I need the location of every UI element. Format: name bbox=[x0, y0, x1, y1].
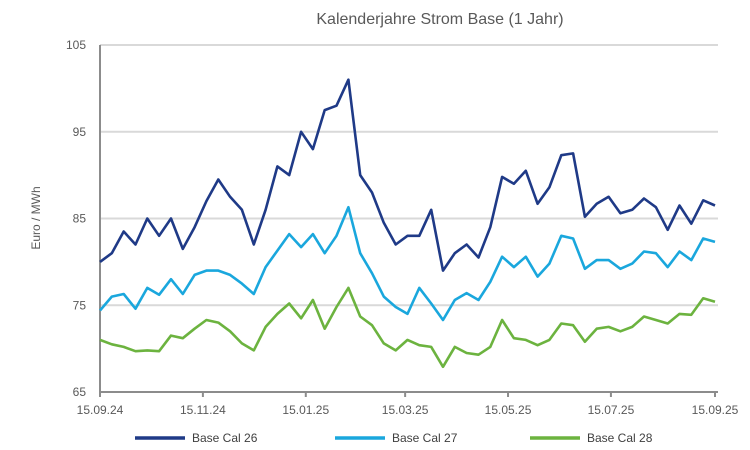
x-tick-label: 15.07.25 bbox=[588, 403, 635, 417]
y-tick-label: 85 bbox=[73, 212, 87, 226]
y-tick-label: 65 bbox=[73, 385, 87, 399]
y-axis-label: Euro / MWh bbox=[29, 186, 43, 249]
series-line-base-cal-26 bbox=[99, 78, 716, 272]
legend-label: Base Cal 28 bbox=[587, 431, 653, 445]
x-tick-label: 15.03.25 bbox=[382, 403, 429, 417]
y-tick-label: 95 bbox=[73, 125, 87, 139]
y-tick-label: 105 bbox=[66, 38, 86, 52]
y-tick-label: 75 bbox=[73, 298, 87, 312]
series-line-base-cal-28 bbox=[99, 286, 716, 369]
x-tick-label: 15.09.25 bbox=[692, 403, 739, 417]
chart-title: Kalenderjahre Strom Base (1 Jahr) bbox=[316, 11, 563, 28]
legend-label: Base Cal 26 bbox=[192, 431, 258, 445]
x-tick-label: 15.11.24 bbox=[180, 403, 226, 417]
x-tick-label: 15.05.25 bbox=[485, 403, 532, 417]
x-tick-label: 15.09.24 bbox=[77, 403, 124, 417]
x-tick-label: 15.01.25 bbox=[282, 403, 329, 417]
series-line-base-cal-27 bbox=[99, 205, 716, 322]
legend-label: Base Cal 27 bbox=[392, 431, 458, 445]
